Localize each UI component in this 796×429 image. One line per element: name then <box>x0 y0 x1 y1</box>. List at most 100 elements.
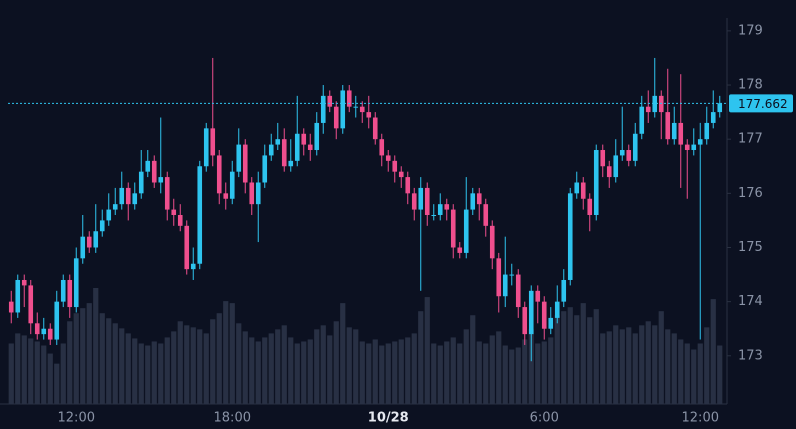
volume-bar <box>301 341 307 404</box>
volume-bar <box>93 288 99 404</box>
candle-body <box>294 133 300 161</box>
last-price-label: 177.662 <box>738 97 788 111</box>
candle-body <box>236 144 242 172</box>
candle-body <box>593 150 599 215</box>
volume-bar <box>379 345 385 404</box>
volume-bar <box>658 311 664 404</box>
volume-bar <box>60 343 66 404</box>
volume-bar <box>554 315 560 404</box>
candle-body <box>385 155 391 161</box>
volume-bar <box>47 353 53 404</box>
volume-bar <box>522 339 528 404</box>
candle-body <box>190 263 196 270</box>
candle-body <box>21 279 27 286</box>
volume-bar <box>691 349 697 404</box>
candle-body <box>561 279 567 302</box>
candle-body <box>580 182 586 199</box>
candle-body <box>626 150 632 161</box>
candle-body <box>554 301 560 318</box>
volume-bar <box>236 323 242 404</box>
volume-bar <box>229 303 235 404</box>
volume-bar <box>463 329 469 404</box>
candle-body <box>541 301 547 329</box>
volume-bar <box>684 343 690 404</box>
candle-body <box>496 258 502 297</box>
volume-bar <box>476 341 482 404</box>
candle-body <box>314 122 320 151</box>
volume-bar <box>21 335 27 404</box>
candle-body <box>613 155 619 178</box>
candle-body <box>522 307 528 335</box>
candle-body <box>73 258 79 308</box>
candle-body <box>606 166 612 178</box>
x-tick-label: 6:00 <box>530 411 559 426</box>
volume-bar <box>99 313 105 404</box>
candle-body <box>379 139 385 156</box>
volume-bar <box>528 329 534 404</box>
volume-bar <box>496 331 502 404</box>
volume-bar <box>613 325 619 404</box>
y-tick-label: 178 <box>738 78 763 93</box>
volume-bar <box>106 318 112 404</box>
candle-body <box>275 139 281 145</box>
candle-body <box>665 112 671 140</box>
candle-body <box>177 214 183 226</box>
volume-bar <box>405 337 411 404</box>
candle-body <box>411 193 417 210</box>
candle-body <box>203 128 209 167</box>
volume-bar <box>717 345 723 404</box>
volume-bar <box>515 347 521 404</box>
volume-bar <box>567 307 573 404</box>
candle-body <box>470 193 476 210</box>
candle-body <box>320 95 326 123</box>
candle-body <box>54 301 60 340</box>
candle-body <box>437 204 443 215</box>
candle-body <box>353 106 359 108</box>
volume-bar <box>138 343 144 404</box>
candle-body <box>151 160 157 183</box>
candle-body <box>210 128 216 156</box>
y-tick-label: 179 <box>738 23 763 38</box>
candle-body <box>418 187 424 210</box>
volume-bar <box>411 333 417 404</box>
volume-bar <box>327 335 333 404</box>
volume-bar <box>15 333 21 404</box>
volume-bar <box>372 339 378 404</box>
volume-bar <box>151 341 157 404</box>
candle-body <box>710 112 716 123</box>
candle-body <box>106 209 112 221</box>
candle-body <box>704 122 710 140</box>
candle-body <box>405 177 411 194</box>
volume-bar <box>619 329 625 404</box>
volume-bar <box>268 333 274 404</box>
candle-body <box>223 193 229 199</box>
candle-body <box>372 117 378 140</box>
volume-bar <box>652 325 658 404</box>
volume-bar <box>216 313 222 404</box>
volume-bar <box>197 329 203 404</box>
volume-bar <box>444 341 450 404</box>
candle-body <box>67 279 73 308</box>
candle-body <box>567 193 573 280</box>
candle-body <box>502 274 508 297</box>
candle-body <box>125 187 131 205</box>
volume-bar <box>671 333 677 404</box>
volume-bar <box>548 337 554 404</box>
volume-bar <box>541 341 547 404</box>
volume-bar <box>645 321 651 404</box>
candle-body <box>639 106 645 134</box>
volume-bar <box>600 333 606 404</box>
volume-bar <box>171 331 177 404</box>
volume-bar <box>587 317 593 404</box>
candle-body <box>535 290 541 302</box>
volume-bar <box>333 321 339 404</box>
volume-bar <box>431 343 437 404</box>
candle-body <box>444 204 450 210</box>
last-price-box <box>729 94 793 113</box>
candle-body <box>515 274 521 308</box>
candle-body <box>197 166 203 264</box>
volume-bar <box>392 341 398 404</box>
candle-body <box>86 236 92 248</box>
candle-body <box>242 144 248 183</box>
y-tick-label: 174 <box>738 294 763 309</box>
